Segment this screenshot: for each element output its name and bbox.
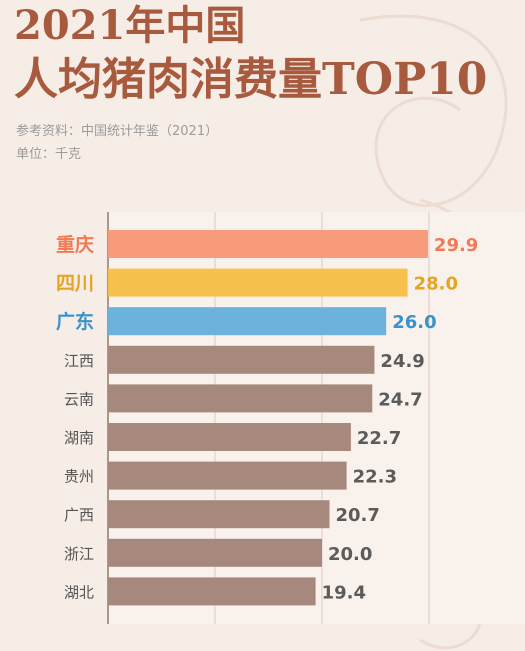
bar-3 (108, 307, 387, 336)
bar-1 (108, 230, 428, 258)
chart-title-line1: 2021年中国 (14, 2, 246, 49)
category-label: 广东 (56, 310, 94, 333)
category-label: 重庆 (56, 233, 94, 256)
value-label: 24.9 (380, 351, 424, 372)
value-label: 22.3 (353, 467, 397, 488)
category-label: 贵州 (64, 468, 94, 486)
bar-4 (108, 345, 375, 374)
category-label: 四川 (56, 273, 94, 295)
data-source-note: 参考资料：中国统计年鉴（2021） (16, 124, 219, 139)
chart-bars: 重庆 29.9 四川 28.0 广东 26.0 江西 24.9 云南 24.7 湖南 22.7 贵州 22… (56, 230, 478, 606)
bar-2 (108, 268, 408, 297)
bar-7 (108, 461, 347, 490)
category-label: 江西 (64, 352, 94, 370)
category-label: 广西 (64, 506, 94, 524)
bar-8 (108, 500, 330, 529)
value-label: 20.7 (335, 505, 379, 526)
bar-9 (108, 538, 322, 567)
bar-6 (108, 423, 351, 451)
value-label: 19.4 (322, 582, 366, 603)
value-label: 24.7 (378, 389, 422, 410)
value-label: 22.7 (357, 428, 401, 449)
value-label: 29.9 (434, 235, 478, 256)
value-label: 28.0 (414, 274, 458, 295)
unit-note: 单位：千克 (16, 147, 82, 162)
category-label: 湖北 (64, 583, 94, 601)
category-label: 云南 (64, 390, 94, 408)
value-label: 20.0 (328, 544, 372, 565)
value-label: 26.0 (392, 312, 436, 333)
bar-5 (108, 384, 373, 413)
category-label: 浙江 (64, 545, 94, 563)
chart-title-line2: 人均猪肉消费量TOP10 (14, 54, 488, 105)
category-label: 湖南 (64, 429, 94, 447)
bar-10 (108, 577, 316, 606)
